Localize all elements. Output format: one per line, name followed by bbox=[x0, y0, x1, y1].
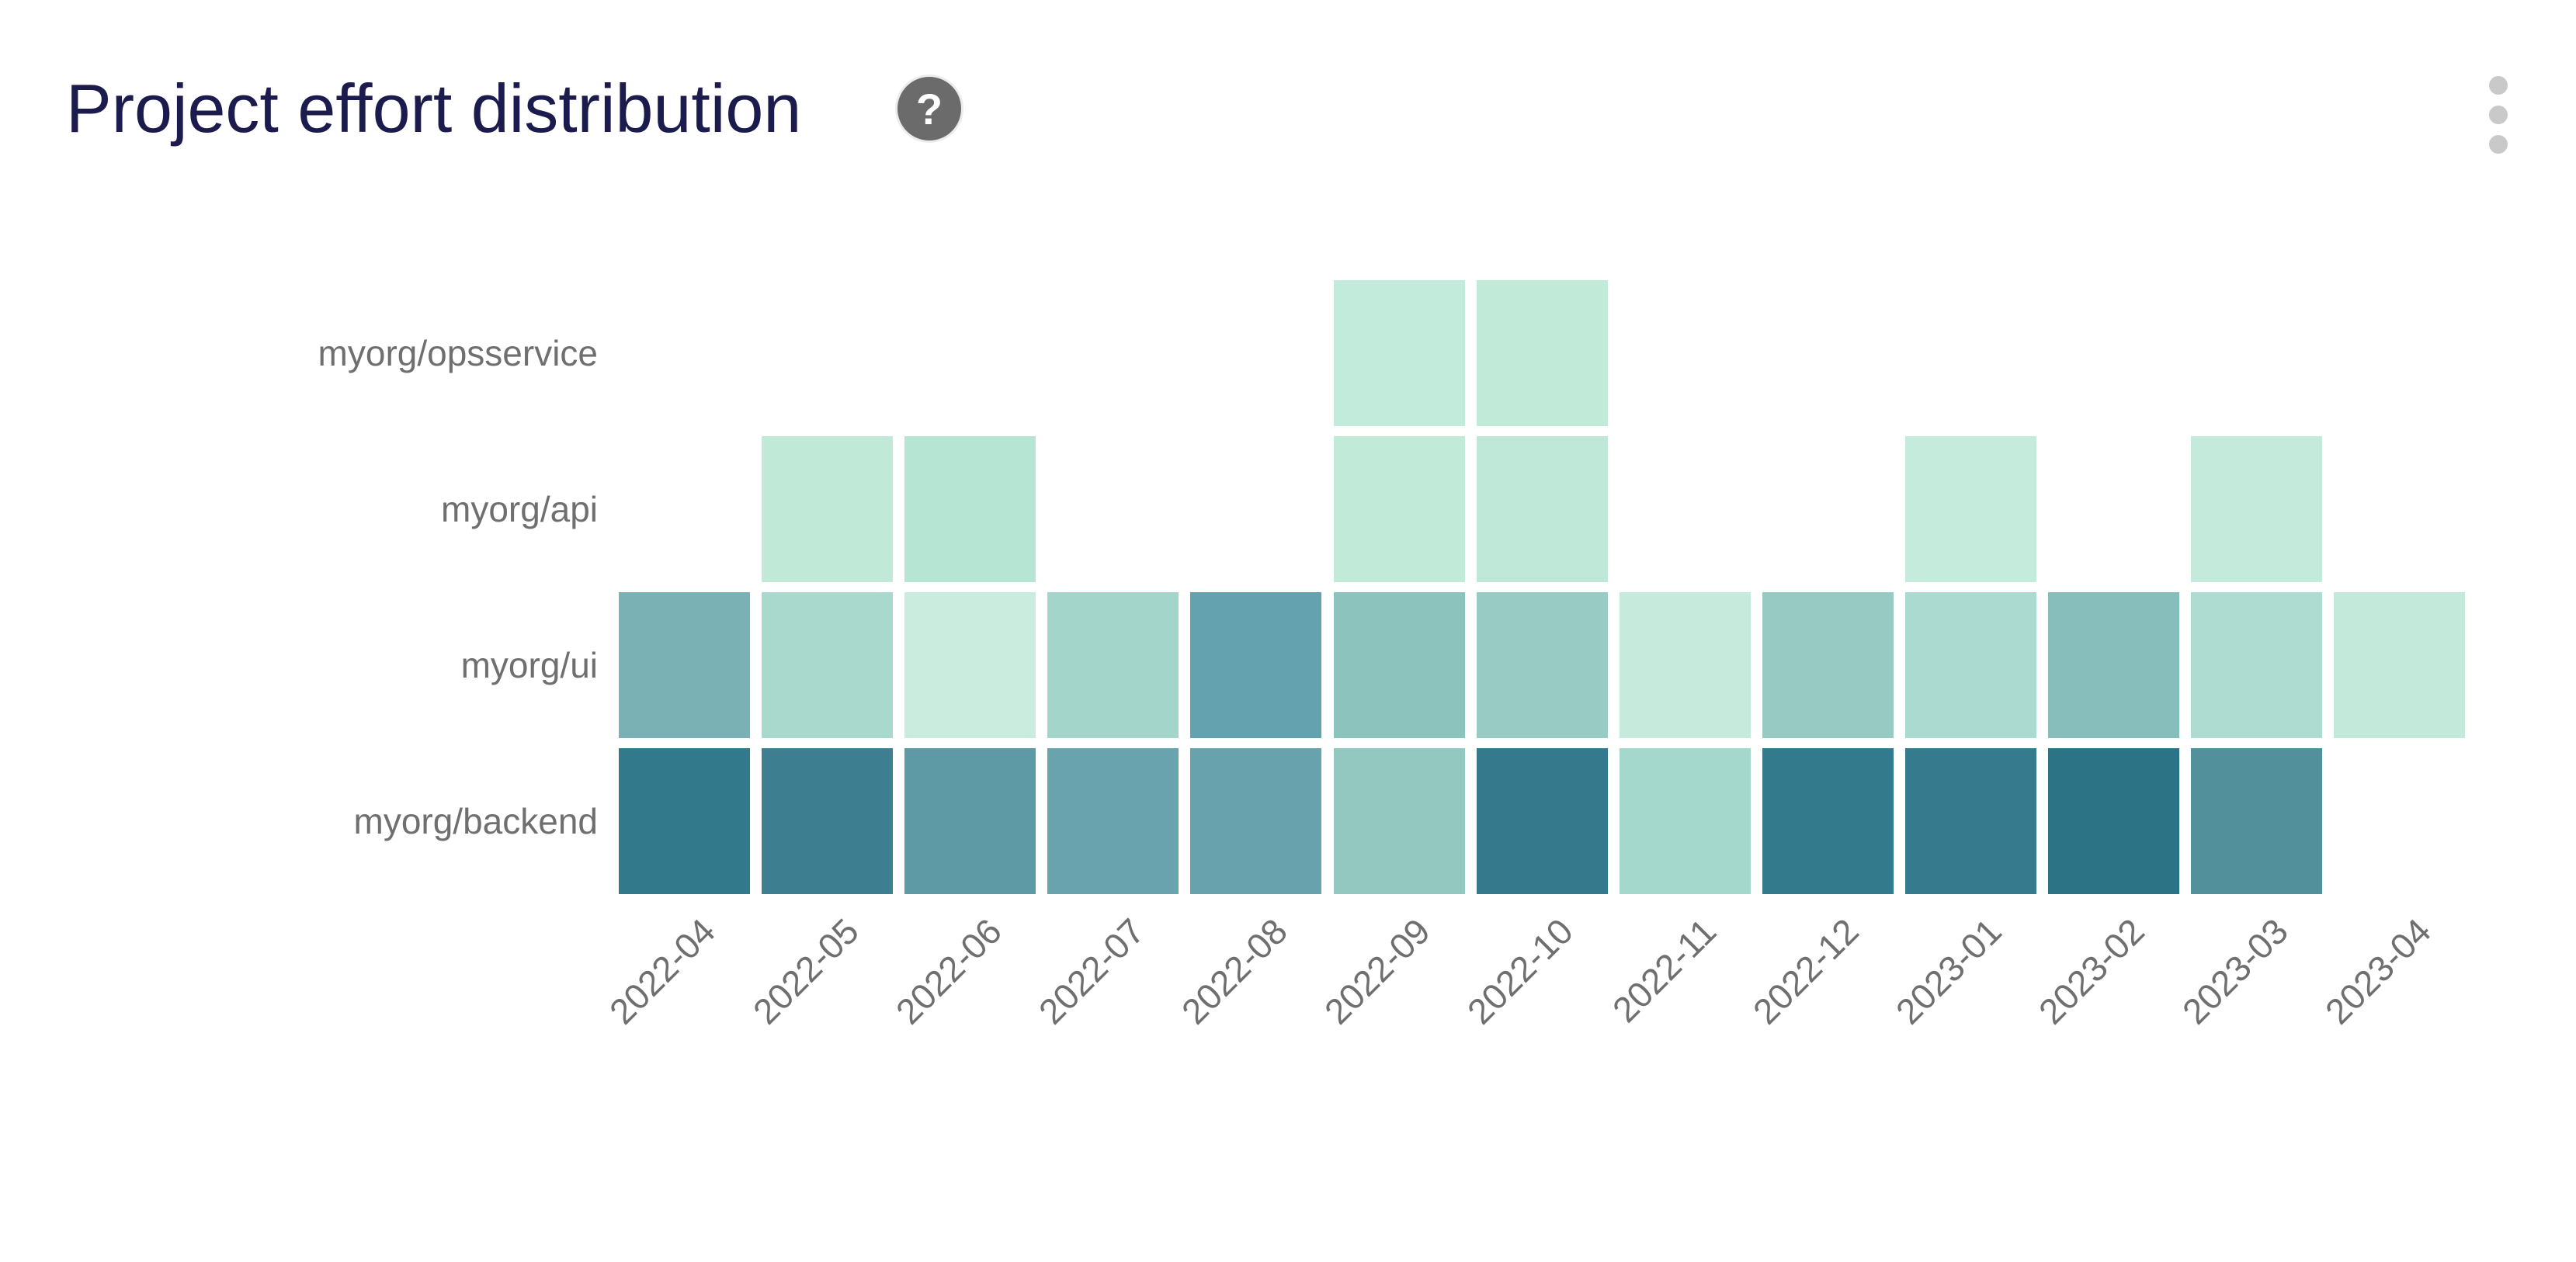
x-axis-label: 2022-12 bbox=[1745, 910, 1867, 1032]
kebab-dot bbox=[2489, 76, 2508, 95]
heatmap-cell[interactable] bbox=[2191, 748, 2322, 894]
y-axis-label: myorg/backend bbox=[353, 801, 599, 841]
x-axis-label: 2022-11 bbox=[1604, 910, 1724, 1031]
kebab-menu-button[interactable] bbox=[2481, 76, 2516, 154]
x-axis-label: 2022-05 bbox=[745, 910, 867, 1032]
x-axis-label: 2023-01 bbox=[1887, 910, 2010, 1032]
heatmap-cell[interactable] bbox=[1762, 748, 1894, 894]
x-axis-label: 2022-07 bbox=[1030, 910, 1153, 1032]
heatmap-cell[interactable] bbox=[904, 592, 1036, 738]
heatmap-cell[interactable] bbox=[1905, 592, 2036, 738]
x-axis-label: 2022-10 bbox=[1459, 910, 1581, 1032]
help-icon-glyph: ? bbox=[915, 84, 943, 133]
heatmap-cell[interactable] bbox=[2334, 592, 2465, 738]
heatmap-cell[interactable] bbox=[1334, 592, 1465, 738]
y-axis-label: myorg/ui bbox=[460, 645, 598, 685]
heatmap-cell[interactable] bbox=[1477, 592, 1608, 738]
heatmap-cell[interactable] bbox=[904, 748, 1036, 894]
heatmap-cell[interactable] bbox=[1477, 280, 1608, 426]
kebab-dot bbox=[2489, 135, 2508, 154]
x-axis-label: 2022-04 bbox=[601, 910, 724, 1032]
x-axis-label: 2023-02 bbox=[2030, 910, 2153, 1032]
help-icon[interactable]: ? bbox=[895, 75, 963, 143]
heatmap-cell[interactable] bbox=[762, 748, 893, 894]
x-axis-label: 2023-03 bbox=[2174, 910, 2297, 1032]
y-axis-label: myorg/api bbox=[441, 489, 598, 529]
heatmap-cell[interactable] bbox=[1190, 748, 1321, 894]
heatmap-cell[interactable] bbox=[2191, 436, 2322, 582]
x-axis-label: 2022-06 bbox=[887, 910, 1010, 1032]
chart-title: Project effort distribution bbox=[66, 70, 802, 147]
heatmap-cell[interactable] bbox=[762, 436, 893, 582]
heatmap-cell[interactable] bbox=[1334, 748, 1465, 894]
y-axis-label: myorg/opsservice bbox=[318, 333, 598, 373]
heatmap-cell[interactable] bbox=[1620, 748, 1751, 894]
heatmap-cell[interactable] bbox=[762, 592, 893, 738]
x-axis-label: 2023-04 bbox=[2317, 910, 2439, 1032]
heatmap-cell[interactable] bbox=[1905, 748, 2036, 894]
heatmap-cell[interactable] bbox=[1047, 748, 1179, 894]
heatmap-cell[interactable] bbox=[1620, 592, 1751, 738]
heatmap-cell[interactable] bbox=[619, 592, 750, 738]
heatmap-cell[interactable] bbox=[2048, 592, 2179, 738]
heatmap-cell[interactable] bbox=[1047, 592, 1179, 738]
heatmap-cell[interactable] bbox=[619, 748, 750, 894]
heatmap-cell[interactable] bbox=[1762, 592, 1894, 738]
heatmap-cell[interactable] bbox=[1334, 436, 1465, 582]
heatmap-cell[interactable] bbox=[2048, 748, 2179, 894]
heatmap-cell[interactable] bbox=[904, 436, 1036, 582]
x-axis-label: 2022-09 bbox=[1316, 910, 1439, 1032]
heatmap-cell[interactable] bbox=[1477, 748, 1608, 894]
heatmap-cell[interactable] bbox=[1334, 280, 1465, 426]
heatmap-cell[interactable] bbox=[2191, 592, 2322, 738]
heatmap-cell[interactable] bbox=[1905, 436, 2036, 582]
x-axis-label: 2022-08 bbox=[1173, 910, 1296, 1032]
heatmap-cell[interactable] bbox=[1477, 436, 1608, 582]
kebab-dot bbox=[2489, 106, 2508, 124]
heatmap-cell[interactable] bbox=[1190, 592, 1321, 738]
